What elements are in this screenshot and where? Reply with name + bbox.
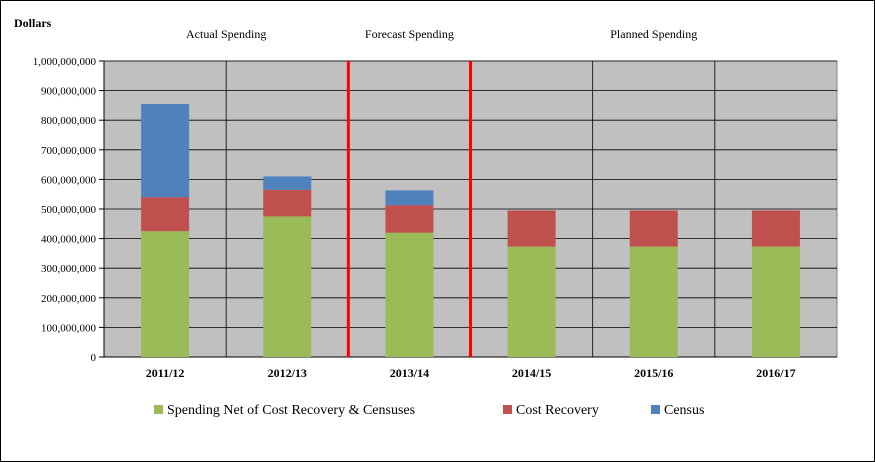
bar-segment (629, 246, 678, 357)
y-tick-label: 800,000,000 (41, 115, 97, 127)
section-labels: Actual Spending Forecast Spending Planned … (186, 27, 697, 41)
y-tick-label: 700,000,000 (41, 145, 97, 157)
bar-segment (751, 210, 800, 247)
x-tick-label: 2013/14 (390, 366, 429, 380)
y-axis-tick-labels: 0 100,000,000 200,000,000 300,000,000 400,00… (33, 56, 97, 364)
x-tick-label: 2012/13 (268, 366, 307, 380)
bar-segment (507, 210, 556, 247)
y-tick-label: 500,000,000 (41, 204, 97, 216)
legend-label: Spending Net of Cost Recovery & Censuses (167, 403, 415, 418)
bar-segment (385, 190, 434, 206)
legend-label: Cost Recovery (516, 403, 599, 418)
x-axis-tick-labels: 2011/12 2012/13 2013/14 2014/15 2015/16 2016/… (146, 366, 796, 380)
section-label: Planned Spending (610, 27, 697, 41)
bar-segment (263, 189, 312, 217)
bars (141, 103, 800, 357)
bar-segment (141, 197, 190, 232)
bar-segment (385, 232, 434, 357)
y-tick-label: 900,000,000 (41, 86, 97, 98)
legend: Spending Net of Cost Recovery & Censuses… (154, 403, 704, 418)
bar-segment (263, 176, 312, 190)
y-tick-label: 400,000,000 (41, 234, 97, 246)
x-tick-label: 2016/17 (756, 366, 795, 380)
legend-swatch (651, 405, 660, 414)
bar-segment (629, 210, 678, 247)
y-tick-label: 600,000,000 (41, 174, 97, 186)
legend-swatch (154, 405, 163, 414)
y-tick-label: 200,000,000 (41, 293, 97, 305)
legend-swatch (503, 405, 512, 414)
legend-label: Census (664, 403, 704, 418)
bar-segment (141, 103, 190, 198)
y-tick-label: 300,000,000 (41, 263, 97, 275)
x-tick-label: 2011/12 (146, 366, 185, 380)
bar-segment (507, 246, 556, 357)
y-tick-label: 0 (91, 352, 97, 364)
bar-segment (263, 216, 312, 357)
bar-segment (385, 205, 434, 233)
x-tick-label: 2015/16 (634, 366, 673, 380)
x-tick-label: 2014/15 (512, 366, 551, 380)
y-tick-label: 100,000,000 (41, 322, 97, 334)
section-label: Forecast Spending (365, 27, 454, 41)
y-axis-label: Dollars (14, 16, 52, 30)
section-label: Actual Spending (186, 27, 266, 41)
y-tick-label: 1,000,000,000 (33, 56, 97, 68)
section-dividers (346, 61, 472, 357)
bar-segment (141, 231, 190, 357)
bar-segment (751, 246, 800, 357)
